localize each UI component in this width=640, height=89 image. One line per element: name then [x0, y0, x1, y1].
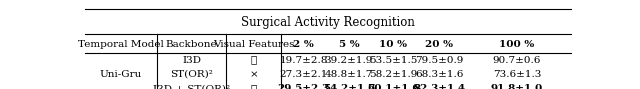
Text: ✓: ✓ — [250, 84, 257, 89]
Text: 53.5±1.5: 53.5±1.5 — [369, 56, 418, 65]
Text: 79.5±0.9: 79.5±0.9 — [415, 56, 463, 65]
Text: 54.2±1.7: 54.2±1.7 — [323, 84, 375, 89]
Text: ✓: ✓ — [250, 56, 257, 65]
Text: ST(OR)²: ST(OR)² — [170, 70, 213, 79]
Text: 90.7±0.6: 90.7±0.6 — [493, 56, 541, 65]
Text: 10 %: 10 % — [380, 40, 408, 49]
Text: 39.2±1.9: 39.2±1.9 — [324, 56, 373, 65]
Text: 27.3±2.1: 27.3±2.1 — [280, 70, 328, 79]
Text: 29.5±2.3: 29.5±2.3 — [278, 84, 330, 89]
Text: Uni-Gru: Uni-Gru — [100, 70, 142, 79]
Text: 68.3±1.6: 68.3±1.6 — [415, 70, 463, 79]
Text: 20 %: 20 % — [426, 40, 453, 49]
Text: 2 %: 2 % — [293, 40, 314, 49]
Text: 48.8±1.7: 48.8±1.7 — [324, 70, 373, 79]
Text: Surgical Activity Recognition: Surgical Activity Recognition — [241, 16, 415, 29]
Text: Temporal Model: Temporal Model — [78, 40, 164, 49]
Text: 91.8±1.0: 91.8±1.0 — [491, 84, 543, 89]
Text: 19.7±2.8: 19.7±2.8 — [280, 56, 328, 65]
Text: 82.3±1.4: 82.3±1.4 — [413, 84, 465, 89]
Text: I3D: I3D — [182, 56, 201, 65]
Text: 5 %: 5 % — [339, 40, 359, 49]
Text: 58.2±1.9: 58.2±1.9 — [369, 70, 418, 79]
Text: 60.1±1.6: 60.1±1.6 — [367, 84, 420, 89]
Text: ×: × — [249, 70, 258, 79]
Text: 73.6±1.3: 73.6±1.3 — [493, 70, 541, 79]
Text: I3D + ST(OR)²: I3D + ST(OR)² — [153, 84, 230, 89]
Text: Visual Features: Visual Features — [213, 40, 294, 49]
Text: 100 %: 100 % — [499, 40, 534, 49]
Text: Backbone: Backbone — [166, 40, 218, 49]
